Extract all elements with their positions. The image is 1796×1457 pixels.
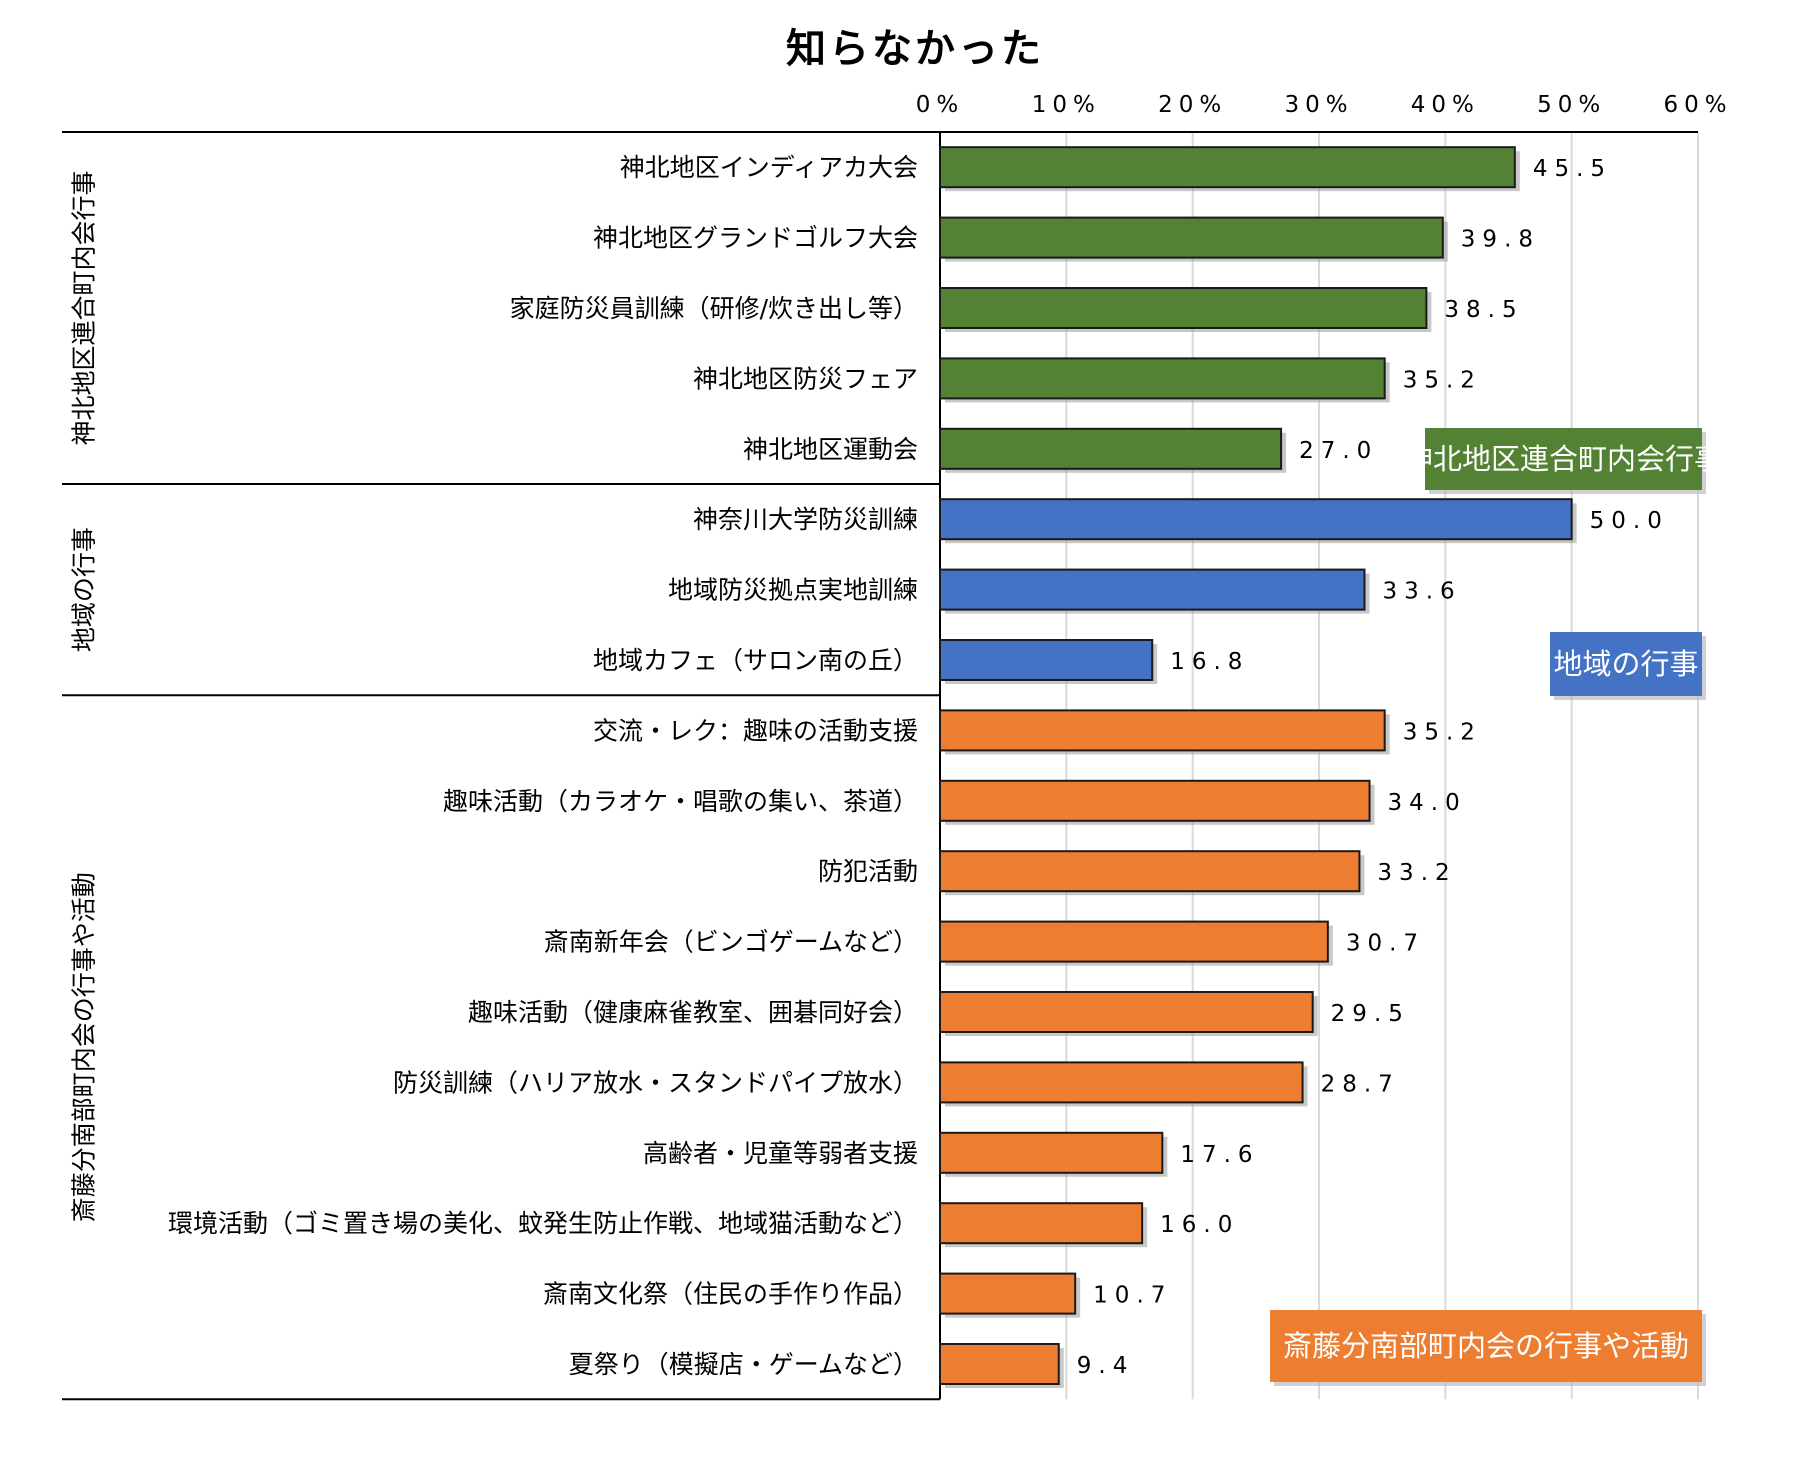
value-label: 35.2: [1403, 367, 1482, 393]
legend-box: [1270, 1310, 1702, 1382]
bar: [939, 991, 1314, 1033]
group-label: 斎藤分南部町内会の行事や活動: [70, 872, 99, 1222]
x-tick-label: 40%: [1411, 92, 1480, 118]
category-label: 神北地区運動会: [743, 435, 918, 464]
category-label: 神北地区グランドゴルフ大会: [593, 224, 918, 253]
legend-label: 神北地区連合町内会行事: [1404, 442, 1723, 476]
bar: [939, 146, 1516, 189]
bar: [939, 357, 1386, 400]
value-label: 39.8: [1461, 227, 1540, 253]
x-tick-label: 50%: [1537, 92, 1606, 118]
bar: [939, 568, 1366, 611]
bar: [939, 639, 1154, 681]
category-label: 防犯活動: [818, 857, 918, 886]
category-label: 趣味活動（カラオケ・唱歌の集い、茶道）: [443, 787, 918, 816]
bar: [939, 1202, 1144, 1245]
value-label: 16.8: [1170, 649, 1249, 675]
value-label: 33.6: [1382, 579, 1461, 605]
value-label: 50.0: [1590, 508, 1669, 534]
value-label: 17.6: [1180, 1142, 1259, 1168]
group-label: 神北地区連合町内会行事: [70, 170, 99, 445]
category-label: 地域カフェ（サロン南の丘）: [593, 646, 918, 675]
category-labels: 神北地区インディアカ大会神北地区グランドゴルフ大会家庭防災員訓練（研修/炊き出し…: [168, 153, 918, 1379]
legend-box: [1550, 632, 1702, 696]
category-label: 趣味活動（健康麻雀教室、囲碁同好会）: [468, 998, 918, 1027]
bar: [939, 850, 1361, 893]
value-label: 33.2: [1377, 860, 1456, 886]
value-label: 45.5: [1533, 156, 1612, 182]
value-labels: 45.5 39.8 38.5 35.2 27.0 50.0 33.6 16.8 35.2 34.0…: [1077, 156, 1669, 1379]
category-label: 地域防災拠点実地訓練: [668, 576, 918, 605]
chart-title: 知らなかった: [786, 26, 1044, 72]
value-label: 28.7: [1321, 1071, 1400, 1097]
bar: [939, 1131, 1164, 1174]
category-label: 斎南文化祭（住民の手作り作品）: [543, 1280, 918, 1309]
bars: [939, 146, 1577, 1388]
bar: [939, 427, 1283, 470]
x-tick-label: 0%: [916, 92, 965, 118]
value-label: 16.0: [1160, 1212, 1239, 1238]
category-label: 交流・レク：趣味の活動支援: [593, 716, 918, 745]
value-label: 35.2: [1403, 719, 1482, 745]
table-frame: [62, 131, 1698, 1401]
bar: [939, 1343, 1060, 1385]
bar: [939, 216, 1444, 259]
value-label: 34.0: [1388, 790, 1467, 816]
x-axis-ticks: 0% 10% 20% 30% 40% 50% 60%: [916, 92, 1732, 118]
bar: [939, 1272, 1077, 1315]
bar: [939, 498, 1573, 541]
value-label: 38.5: [1444, 297, 1523, 323]
value-label: 9.4: [1077, 1353, 1135, 1379]
value-label: 27.0: [1299, 438, 1378, 464]
x-tick-label: 20%: [1158, 92, 1227, 118]
category-label: 高齢者・児童等弱者支援: [643, 1139, 918, 1168]
value-label: 30.7: [1346, 931, 1425, 957]
value-label: 10.7: [1093, 1283, 1172, 1309]
bar: [939, 287, 1428, 329]
category-label: 神奈川大学防災訓練: [693, 505, 918, 534]
category-label: 斎南新年会（ビンゴゲームなど）: [544, 928, 918, 957]
value-label: 29.5: [1331, 1001, 1410, 1027]
grid-lines: [1065, 132, 1699, 1400]
bar: [939, 920, 1329, 963]
x-tick-label: 30%: [1284, 92, 1353, 118]
category-label: 環境活動（ゴミ置き場の美化、蚊発生防止作戦、地域猫活動など）: [168, 1209, 918, 1238]
bar: [939, 1061, 1304, 1104]
category-label: 夏祭り（模擬店・ゲームなど）: [569, 1350, 918, 1379]
category-label: 家庭防災員訓練（研修/炊き出し等）: [510, 294, 918, 323]
legend-label: 地域の行事: [1553, 647, 1698, 681]
x-tick-label: 10%: [1032, 92, 1101, 118]
x-tick-label: 60%: [1663, 92, 1732, 118]
category-label: 防災訓練（ハリア放水・スタンドパイプ放水）: [393, 1068, 918, 1097]
category-label: 神北地区防災フェア: [693, 364, 918, 393]
legend-label: 斎藤分南部町内会の行事や活動: [1283, 1329, 1689, 1363]
category-label: 神北地区インディアカ大会: [620, 153, 918, 182]
bar: [939, 709, 1386, 752]
legend-box: [1425, 428, 1702, 490]
bar: [939, 779, 1371, 822]
group-label: 地域の行事: [70, 527, 99, 652]
